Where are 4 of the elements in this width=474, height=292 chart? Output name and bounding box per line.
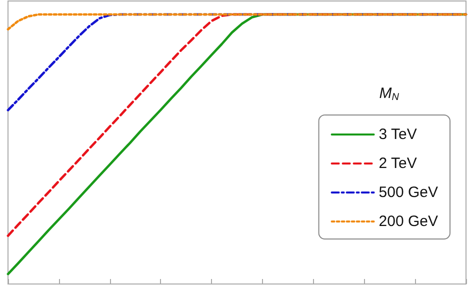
legend-label: 2 TeV — [378, 155, 417, 172]
legend-label: 3 TeV — [378, 126, 417, 143]
legend-label: 200 GeV — [378, 213, 438, 230]
legend-label: 500 GeV — [378, 184, 438, 201]
